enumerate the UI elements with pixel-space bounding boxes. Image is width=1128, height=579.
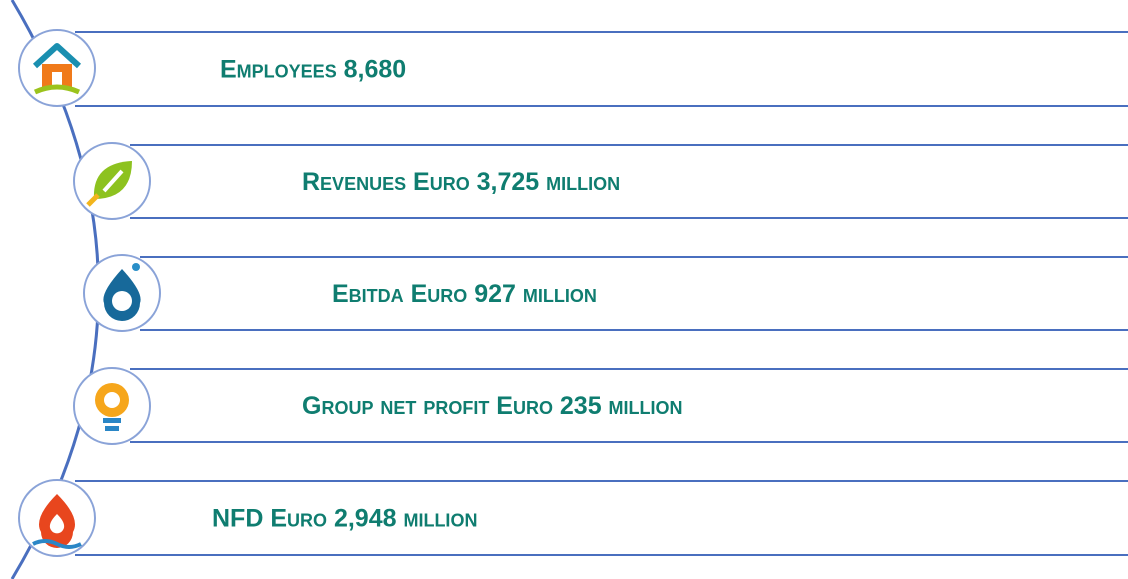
icon bbox=[103, 263, 141, 321]
item-label: Ebitda Euro 927 million bbox=[332, 280, 597, 308]
icon-flame-inner bbox=[49, 514, 65, 534]
icon-base bbox=[105, 426, 119, 431]
icon bbox=[86, 161, 132, 207]
item-row: Group net profit Euro 235 million bbox=[73, 367, 1128, 445]
icon-dot bbox=[132, 263, 140, 271]
item-label: Employees 8,680 bbox=[220, 56, 406, 84]
icon-leaf bbox=[33, 84, 81, 95]
icon-door bbox=[52, 72, 62, 88]
item-row: Employees 8,680 bbox=[18, 29, 1128, 107]
icon-stem bbox=[86, 193, 100, 207]
item-label: NFD Euro 2,948 million bbox=[212, 505, 477, 533]
icon-wave bbox=[32, 539, 82, 549]
icon-bulb-inner bbox=[104, 392, 120, 408]
icon-base bbox=[103, 418, 121, 423]
icon-vein bbox=[102, 169, 124, 193]
item-label: Group net profit Euro 235 million bbox=[302, 392, 683, 420]
item-row: Revenues Euro 3,725 million bbox=[73, 142, 1128, 220]
icon bbox=[32, 43, 82, 95]
item-label: Revenues Euro 3,725 million bbox=[302, 168, 620, 196]
icon-roof bbox=[32, 43, 82, 69]
item-row: NFD Euro 2,948 million bbox=[18, 479, 1128, 557]
item-row: Ebitda Euro 927 million bbox=[83, 254, 1128, 332]
icon bbox=[95, 383, 129, 431]
icon-drop-inner bbox=[112, 291, 132, 311]
icon bbox=[32, 494, 82, 549]
